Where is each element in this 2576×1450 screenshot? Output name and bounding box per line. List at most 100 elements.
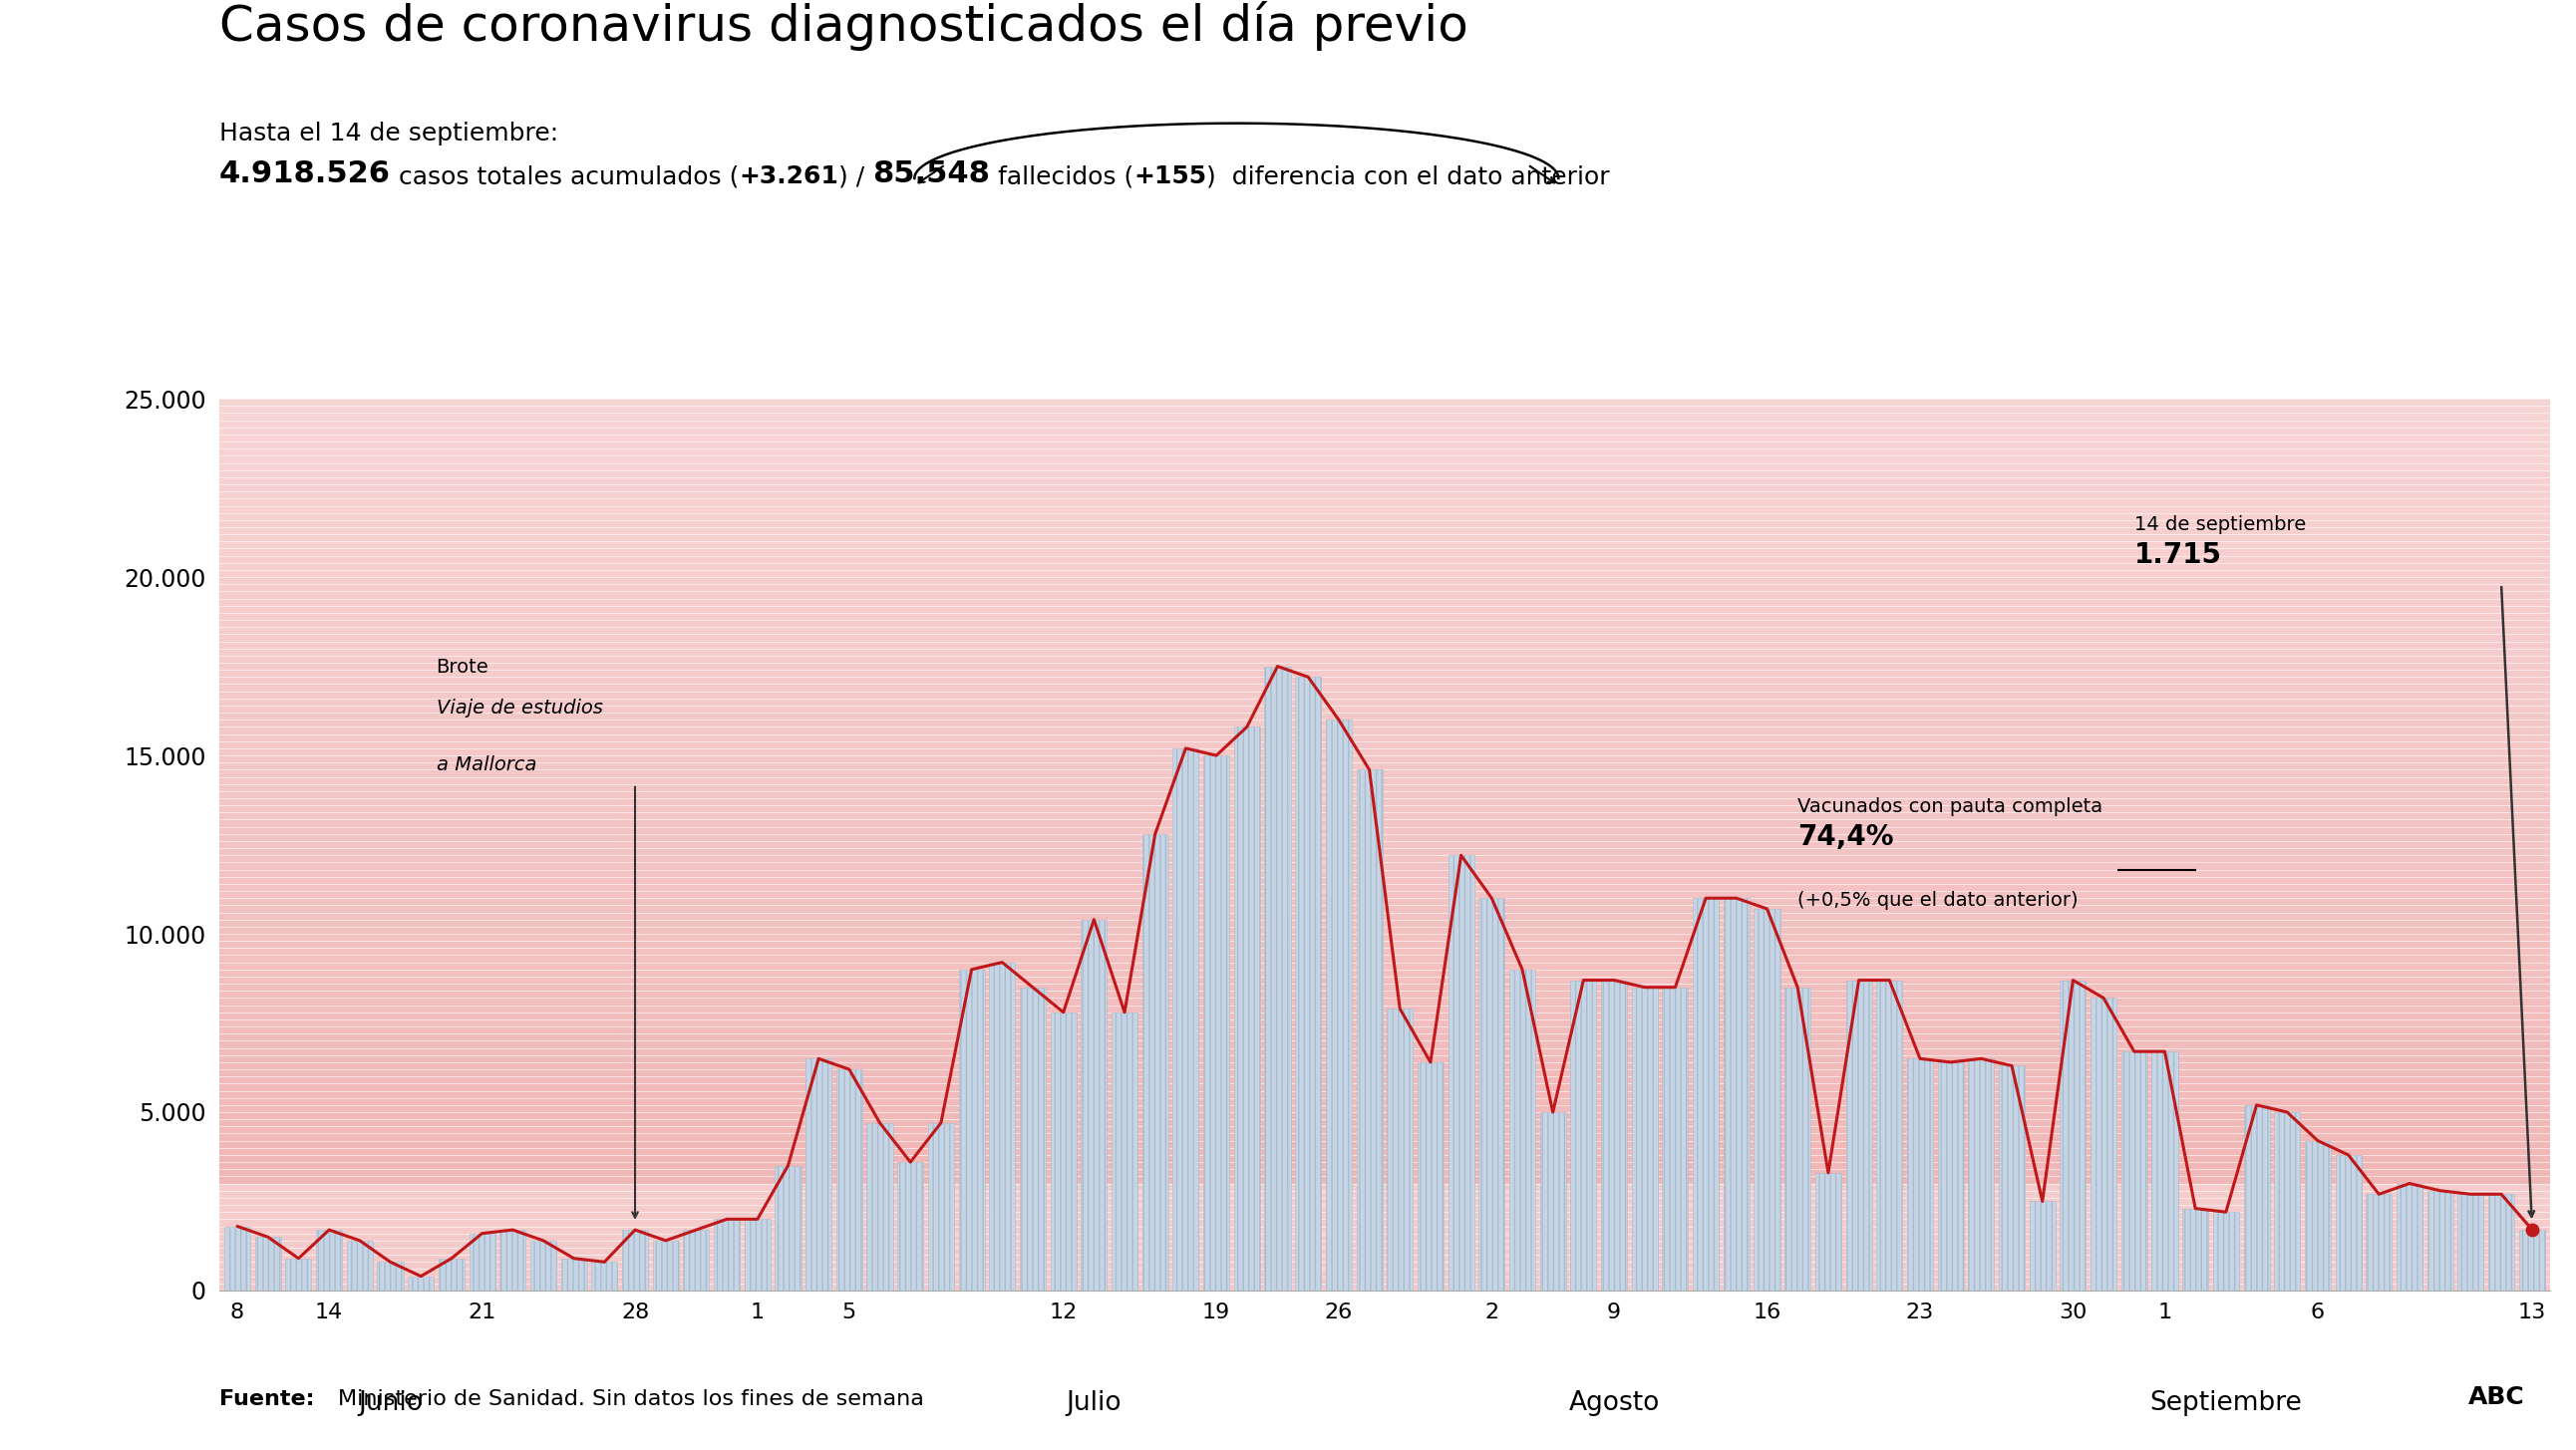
Bar: [219, 854, 2550, 863]
Bar: [219, 532, 2550, 541]
Bar: [2092, 998, 2117, 1290]
Bar: [2182, 1208, 2208, 1290]
Bar: [2120, 1051, 2148, 1290]
Bar: [621, 1230, 649, 1290]
Bar: [219, 942, 2550, 951]
Bar: [1754, 909, 1780, 1290]
Bar: [2151, 1051, 2177, 1290]
Bar: [219, 1273, 2550, 1282]
Text: Junio: Junio: [358, 1391, 422, 1417]
Bar: [255, 1237, 281, 1290]
Bar: [683, 1230, 708, 1290]
Text: Julio: Julio: [1066, 1391, 1121, 1417]
Bar: [219, 1211, 2550, 1219]
Bar: [652, 1241, 677, 1290]
Bar: [219, 435, 2550, 444]
Bar: [224, 1227, 250, 1290]
Bar: [1327, 719, 1352, 1290]
Text: 85.548: 85.548: [873, 160, 989, 188]
Text: Vacunados con pauta completa: Vacunados con pauta completa: [1798, 798, 2102, 816]
Bar: [1968, 1058, 1994, 1290]
Bar: [1602, 980, 1628, 1290]
Bar: [219, 908, 2550, 916]
Text: Casos de coronavirus diagnosticados el día previo: Casos de coronavirus diagnosticados el d…: [219, 1, 1468, 51]
Bar: [2275, 1112, 2300, 1290]
Bar: [219, 452, 2550, 461]
Text: +155: +155: [1133, 165, 1206, 188]
Text: Brote: Brote: [435, 658, 489, 677]
Bar: [592, 1262, 618, 1290]
Bar: [2365, 1195, 2393, 1290]
Bar: [219, 871, 2550, 880]
Bar: [219, 693, 2550, 702]
Bar: [531, 1241, 556, 1290]
Bar: [219, 1086, 2550, 1095]
Bar: [1847, 980, 1873, 1290]
Bar: [219, 613, 2550, 622]
Bar: [219, 541, 2550, 551]
Bar: [438, 1259, 464, 1290]
Text: casos totales acumulados (: casos totales acumulados (: [392, 165, 739, 188]
Bar: [1265, 666, 1291, 1290]
Bar: [1172, 748, 1198, 1290]
Bar: [219, 1254, 2550, 1264]
Bar: [219, 826, 2550, 835]
Bar: [1141, 834, 1167, 1290]
Bar: [1785, 987, 1811, 1290]
Bar: [219, 1032, 2550, 1041]
Bar: [1906, 1058, 1932, 1290]
Bar: [219, 515, 2550, 523]
Bar: [219, 461, 2550, 470]
Text: Ministerio de Sanidad. Sin datos los fines de semana: Ministerio de Sanidad. Sin datos los fin…: [337, 1389, 925, 1409]
Bar: [219, 594, 2550, 603]
Bar: [958, 970, 984, 1290]
Bar: [1875, 980, 1904, 1290]
Bar: [1510, 970, 1535, 1290]
Bar: [219, 1138, 2550, 1148]
Bar: [219, 1228, 2550, 1237]
Bar: [219, 889, 2550, 898]
Text: Viaje de estudios: Viaje de estudios: [435, 699, 603, 718]
Bar: [1937, 1063, 1963, 1290]
Bar: [1479, 898, 1504, 1290]
Bar: [219, 1005, 2550, 1014]
Text: +3.261: +3.261: [739, 165, 837, 188]
Bar: [219, 702, 2550, 710]
Bar: [1723, 898, 1749, 1290]
Bar: [219, 1264, 2550, 1273]
Bar: [219, 719, 2550, 729]
Bar: [1386, 1009, 1412, 1290]
Bar: [2061, 980, 2087, 1290]
Text: Hasta el 14 de septiembre:: Hasta el 14 de septiembre:: [219, 122, 559, 145]
Bar: [2306, 1141, 2331, 1290]
Bar: [219, 970, 2550, 979]
Bar: [219, 764, 2550, 773]
Bar: [219, 568, 2550, 577]
Bar: [1296, 677, 1321, 1290]
Text: Fuente:: Fuente:: [219, 1389, 314, 1409]
Text: 4.918.526: 4.918.526: [219, 160, 392, 188]
Bar: [219, 1246, 2550, 1254]
Bar: [219, 979, 2550, 987]
Bar: [219, 506, 2550, 515]
Bar: [1448, 855, 1473, 1290]
Bar: [219, 934, 2550, 942]
Bar: [775, 1166, 801, 1290]
Bar: [219, 1095, 2550, 1103]
Bar: [927, 1122, 953, 1290]
Bar: [219, 416, 2550, 425]
Bar: [1571, 980, 1597, 1290]
Bar: [219, 487, 2550, 497]
Bar: [219, 684, 2550, 693]
Bar: [219, 479, 2550, 487]
Bar: [219, 1219, 2550, 1228]
Bar: [1234, 726, 1260, 1290]
Bar: [1020, 987, 1046, 1290]
Bar: [219, 1175, 2550, 1183]
Bar: [219, 1166, 2550, 1175]
Bar: [219, 960, 2550, 970]
Bar: [219, 577, 2550, 586]
Bar: [219, 792, 2550, 800]
Bar: [348, 1241, 374, 1290]
Bar: [219, 1024, 2550, 1032]
